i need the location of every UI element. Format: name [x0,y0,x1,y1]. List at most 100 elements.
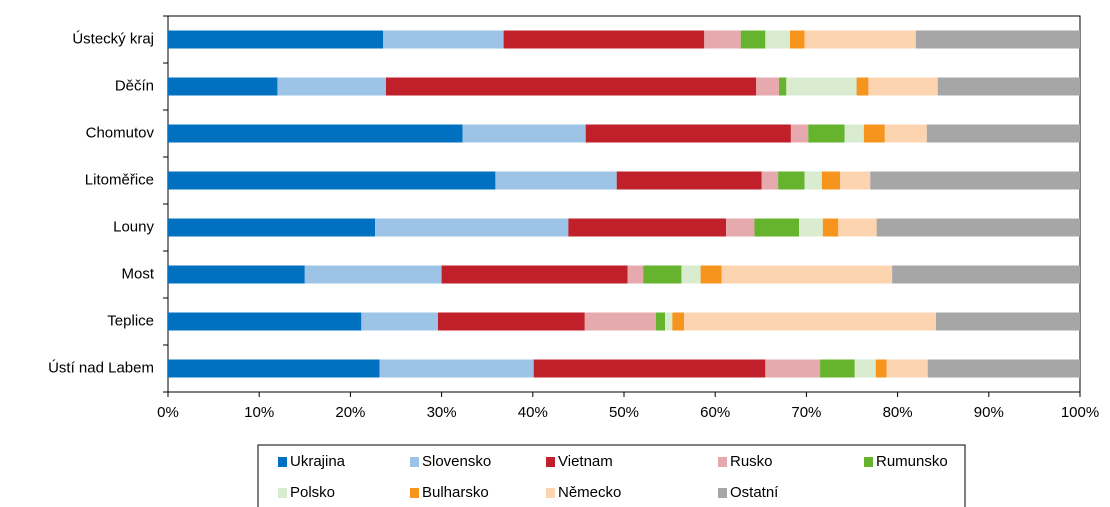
bar-segment [503,30,705,49]
bar-segment [875,359,887,378]
bar-segment [495,171,617,190]
bar-segment [844,124,864,143]
bar-segment [789,30,805,49]
legend-label: Rusko [730,453,773,470]
bar-segment [935,312,1080,331]
bar-segment [756,77,780,96]
y-tick-label: Chomutov [86,124,155,141]
bar-segment [568,218,727,237]
bar-segment [740,30,766,49]
bar-segment [799,218,823,237]
legend-box [257,444,966,507]
bar-segment [822,218,839,237]
bar-segment [786,77,857,96]
bar-segment [437,312,585,331]
y-tick-label: Most [121,265,154,282]
bar-segment [643,265,682,284]
y-tick-label: Louny [113,218,154,235]
bar-segment [168,265,305,284]
bar-segment [168,171,496,190]
bar-segment [533,359,766,378]
bar-segment [665,312,673,331]
legend-swatch [410,457,419,467]
bar-segment [778,171,805,190]
plot-frame [167,15,1081,393]
y-tick-label: Ústecký kraj [72,30,154,47]
y-tick-label: Děčín [115,77,154,94]
bar-segment [761,171,779,190]
bar-segment [840,171,871,190]
bar-segment [779,77,787,96]
legend-label: Ukrajina [290,453,346,470]
bar-segment [721,265,893,284]
bar-segment [584,312,656,331]
bar-segment [926,124,1080,143]
bar-segment [168,30,384,49]
legend-swatch [546,488,555,498]
bar-segment [870,171,1080,190]
x-tick-label: 20% [335,404,365,421]
bar-segment [927,359,1080,378]
bar-segment [754,218,800,237]
bar-segment [790,124,809,143]
legend-swatch [718,457,727,467]
x-tick-label: 40% [518,404,548,421]
bar-segment [168,77,278,96]
legend-label: Polsko [290,484,335,501]
legend-label: Vietnam [558,453,613,470]
bar-segment [441,265,628,284]
legend-label: Bulharsko [422,484,489,501]
bar-segment [854,359,876,378]
bar-segment [808,124,845,143]
bar-segment [838,218,877,237]
bar-segment [884,124,927,143]
bar-segment [804,171,822,190]
y-tick-label: Teplice [107,312,154,329]
legend-label: Německo [558,484,621,501]
legend-label: Slovensko [422,453,491,470]
bar-segment [700,265,722,284]
x-tick-label: 90% [974,404,1004,421]
bar-segment [765,30,790,49]
bar-segment [168,312,362,331]
bar-segment [375,218,569,237]
bar-segment [277,77,386,96]
bar-segment [886,359,928,378]
bar-segment [627,265,644,284]
bar-segment [820,359,855,378]
bar-segment [168,124,463,143]
legend-label: Ostatní [730,484,779,501]
y-tick-label: Ústí nad Labem [48,359,154,376]
bar-segment [684,312,936,331]
bar-segment [585,124,791,143]
bar-segment [681,265,701,284]
bar-segment [704,30,741,49]
bar-segment [383,30,504,49]
bar-segment [616,171,762,190]
bar-segment [821,171,841,190]
x-tick-label: 0% [157,404,179,421]
bar-segment [168,359,380,378]
bar-segment [876,218,1080,237]
bar-segment [655,312,666,331]
x-tick-label: 70% [791,404,821,421]
x-tick-label: 80% [883,404,913,421]
bar-segment [863,124,885,143]
bar-segment [804,30,916,49]
x-tick-label: 10% [244,404,274,421]
legend-swatch [278,457,287,467]
bar-segment [765,359,821,378]
x-tick-label: 30% [427,404,457,421]
x-tick-label: 100% [1061,404,1099,421]
legend-swatch [410,488,419,498]
bar-segment [361,312,438,331]
bar-segment [462,124,586,143]
bar-segment [937,77,1080,96]
bar-segment [915,30,1080,49]
bar-segment [868,77,938,96]
bar-segment [379,359,534,378]
legend-swatch [546,457,555,467]
legend-swatch [278,488,287,498]
bar-segment [304,265,442,284]
legend-swatch [718,488,727,498]
